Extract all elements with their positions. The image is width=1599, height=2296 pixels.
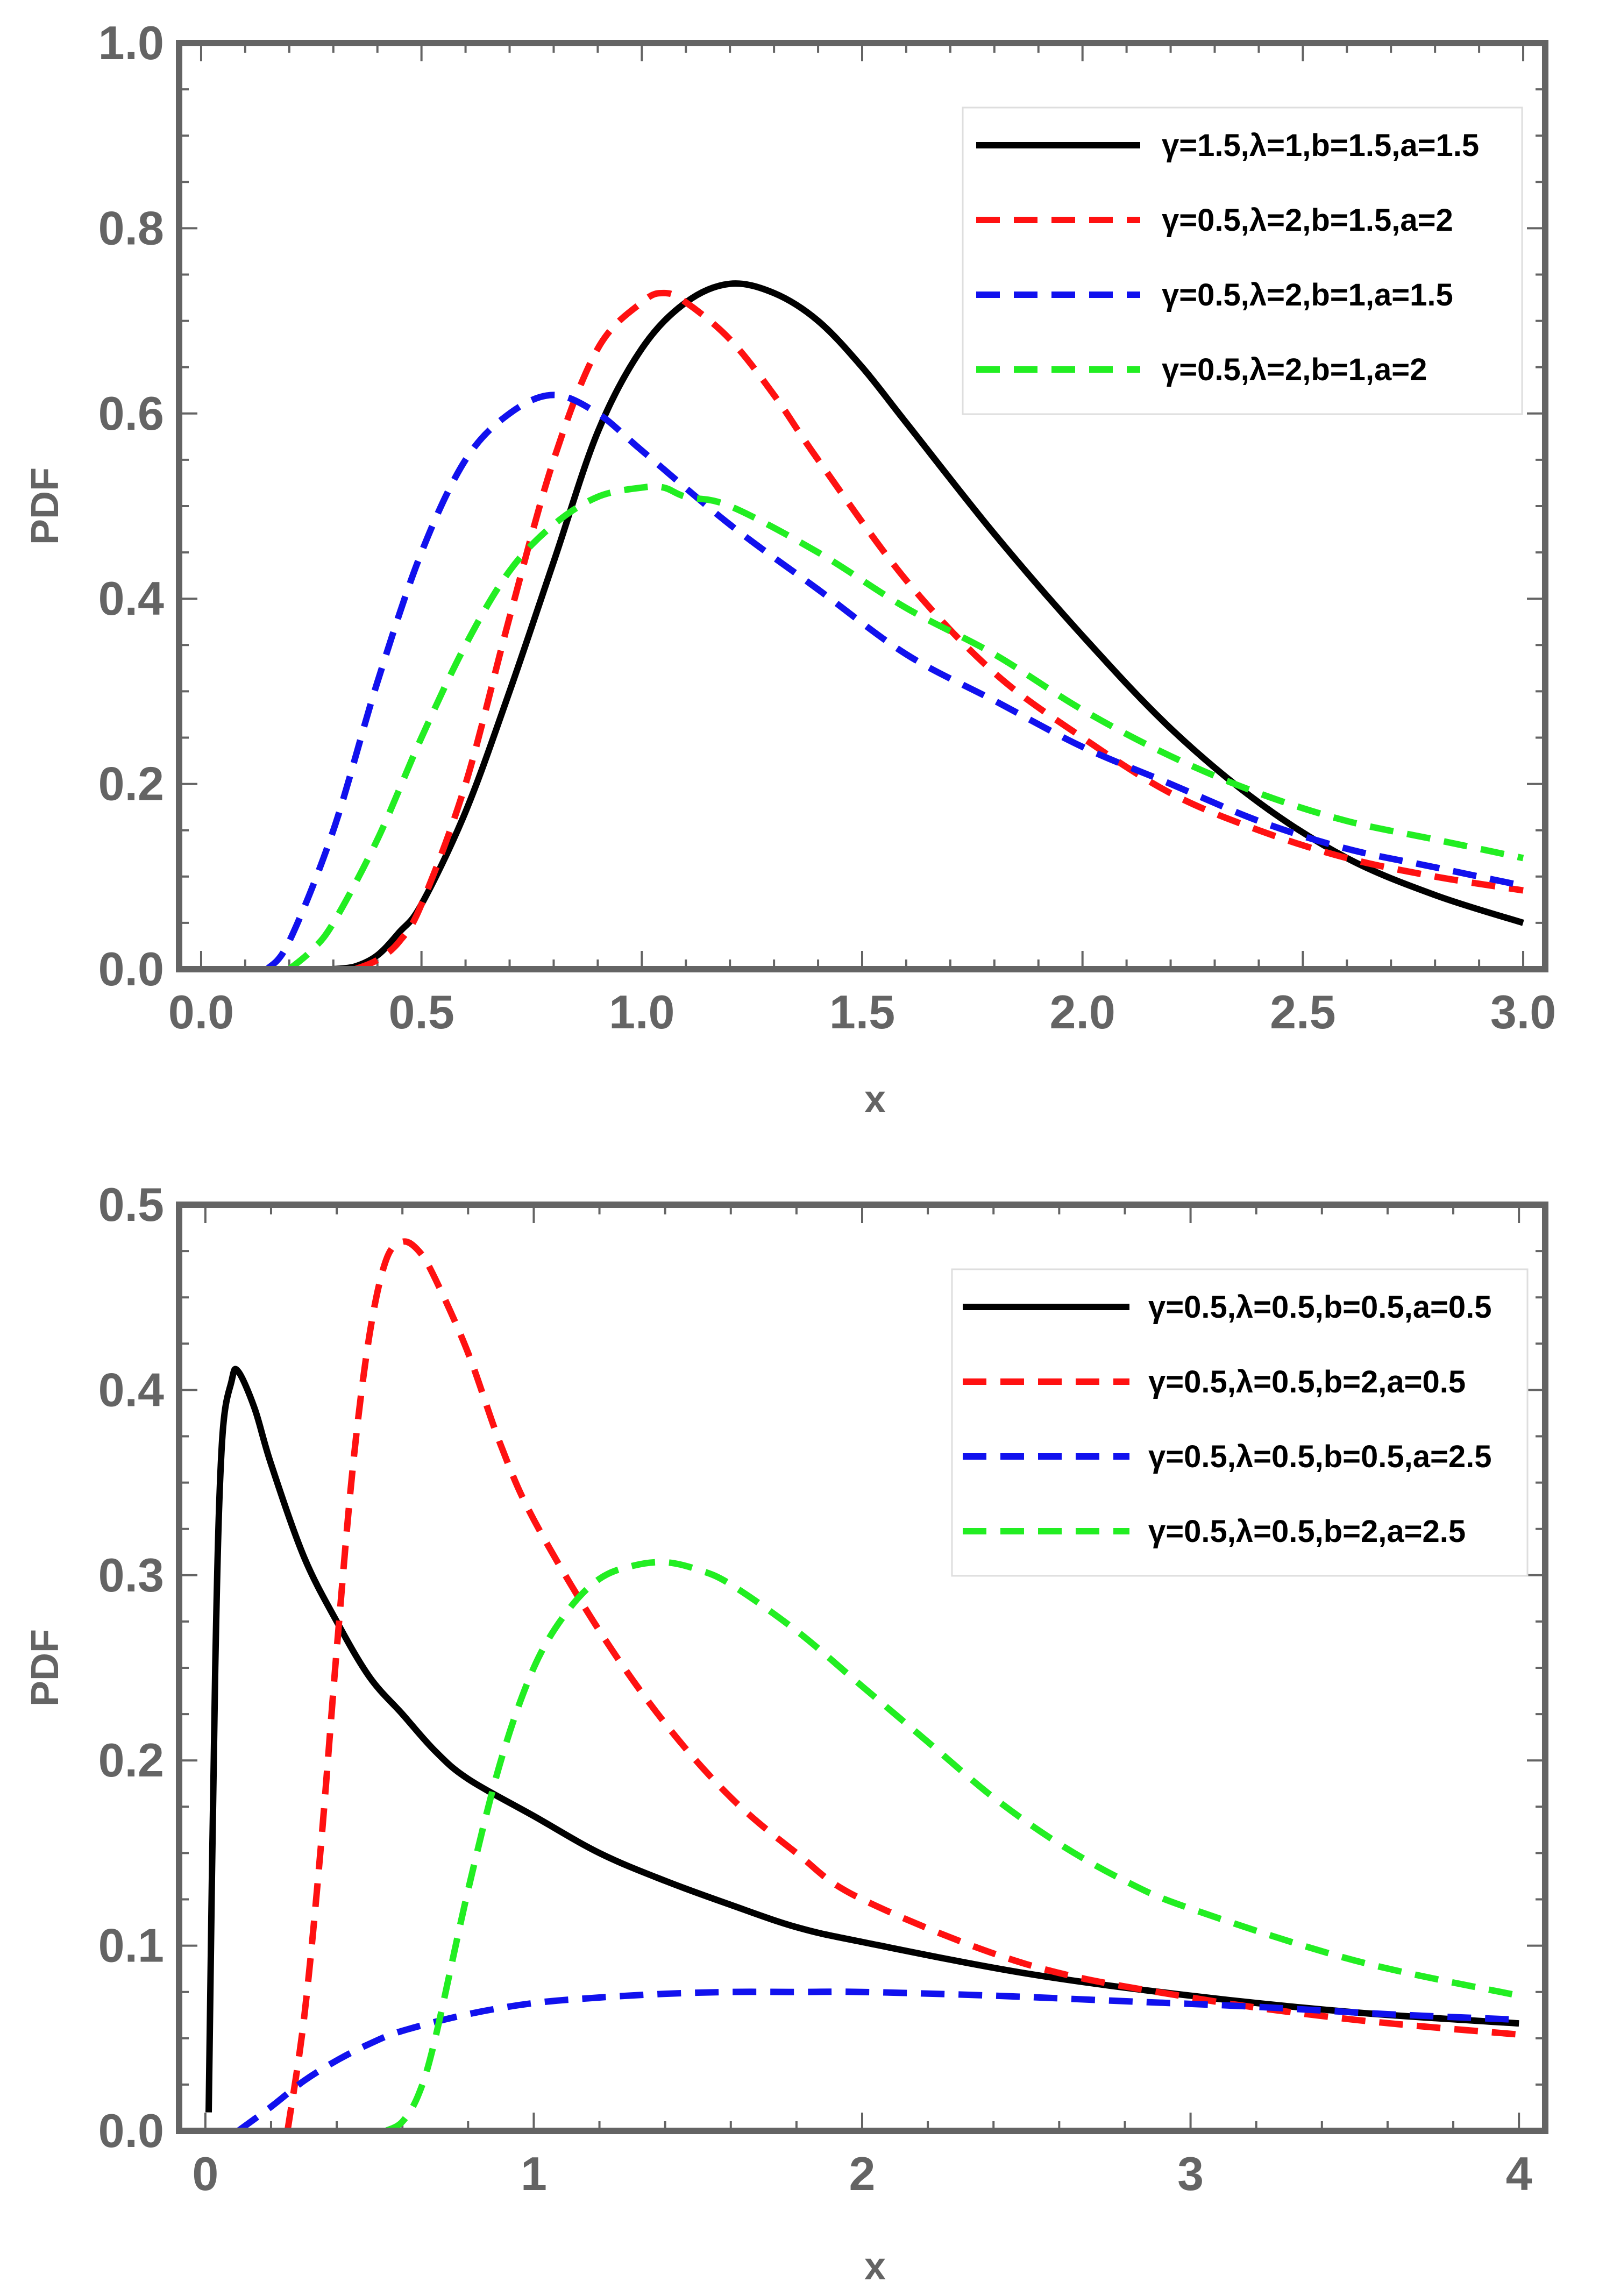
series-line-4 [287, 483, 1524, 972]
legend-bottom: γ=0.5,λ=0.5,b=0.5,a=0.5 γ=0.5,λ=0.5,b=2,a… [951, 1268, 1529, 1577]
x-tick-label: 1 [521, 2147, 547, 2200]
pdf-plot-bottom: 0 1 2 3 4 0.0 0.1 0.2 0.3 0.4 0.5 x PDF γ=0.5,λ=0… [24, 1178, 1548, 2288]
plot-frame-bottom [176, 1202, 1548, 2134]
x-tick-label: 0.5 [388, 985, 454, 1039]
y-tick-label: 0.1 [98, 1919, 164, 1972]
legend-label-4: γ=0.5,λ=0.5,b=2,a=2.5 [1148, 1514, 1466, 1549]
x-tick-label: 1.0 [609, 985, 674, 1039]
legend-top: γ=1.5,λ=1,b=1.5,a=1.5 γ=0.5,λ=2,b=1.5,a=2… [962, 106, 1523, 415]
y-tick-labels-bottom: 0.0 0.1 0.2 0.3 0.4 0.5 [98, 1178, 164, 2157]
legend-label-3: γ=0.5,λ=0.5,b=0.5,a=2.5 [1148, 1439, 1492, 1474]
y-tick-label: 0.4 [98, 1363, 164, 1416]
x-tick-label: 0 [192, 2147, 218, 2200]
legend-label-2: γ=0.5,λ=0.5,b=2,a=0.5 [1148, 1364, 1466, 1399]
y-tick-label: 0.5 [98, 1178, 164, 1231]
x-axis-label-bottom: x [864, 2245, 886, 2288]
series-line-3 [265, 392, 1524, 972]
series-line-2 [354, 289, 1524, 972]
y-tick-label: 0.3 [98, 1548, 164, 1602]
legend-label-2: γ=0.5,λ=2,b=1.5,a=2 [1162, 203, 1453, 238]
y-tick-label: 0.2 [98, 1733, 164, 1787]
legend-box-bottom [951, 1268, 1529, 1577]
legend-box-top [962, 106, 1523, 415]
x-tick-label: 2.5 [1270, 985, 1335, 1039]
x-tick-label: 1.5 [829, 985, 895, 1039]
plot-frame-top [176, 40, 1548, 972]
y-tick-label: 0.4 [98, 572, 164, 625]
legend-label-4: γ=0.5,λ=2,b=1,a=2 [1162, 352, 1427, 387]
series-group-bottom [205, 1238, 1520, 2134]
series-line-4 [384, 1559, 1520, 2134]
y-tick-label: 0.6 [98, 387, 164, 440]
y-tick-label: 0.0 [98, 942, 164, 996]
series-line-1 [205, 1366, 1519, 2113]
series-line-3 [236, 1988, 1519, 2134]
y-axis-label-top: PDF [24, 467, 67, 545]
y-tick-labels-top: 0.0 0.2 0.4 0.6 0.8 1.0 [98, 16, 164, 996]
x-tick-labels-top: 0.0 0.5 1.0 1.5 2.0 2.5 3.0 [168, 985, 1556, 1039]
y-axis-label-bottom: PDF [24, 1629, 67, 1707]
y-tick-label: 0.8 [98, 201, 164, 254]
series-group-top [265, 280, 1524, 972]
pdf-plot-top: 0.0 0.5 1.0 1.5 2.0 2.5 3.0 0.0 0.2 0.4 0.6 0.8 1.0… [24, 16, 1556, 1121]
series-line-2 [284, 1238, 1519, 2131]
y-tick-label: 1.0 [98, 16, 164, 69]
legend-label-1: γ=0.5,λ=0.5,b=0.5,a=0.5 [1148, 1290, 1492, 1325]
x-tick-label: 0.0 [168, 985, 234, 1039]
x-tick-label: 3 [1177, 2147, 1204, 2200]
y-tick-label: 0.0 [98, 2104, 164, 2157]
legend-label-3: γ=0.5,λ=2,b=1,a=1.5 [1162, 278, 1453, 312]
x-tick-label: 2 [849, 2147, 876, 2200]
legend-label-1: γ=1.5,λ=1,b=1.5,a=1.5 [1162, 128, 1479, 163]
x-tick-label: 3.0 [1490, 985, 1556, 1039]
x-tick-label: 2.0 [1050, 985, 1115, 1039]
y-tick-label: 0.2 [98, 757, 164, 811]
x-axis-label-top: x [864, 1078, 886, 1121]
x-tick-labels-bottom: 0 1 2 3 4 [192, 2147, 1532, 2200]
x-tick-label: 4 [1506, 2147, 1532, 2200]
